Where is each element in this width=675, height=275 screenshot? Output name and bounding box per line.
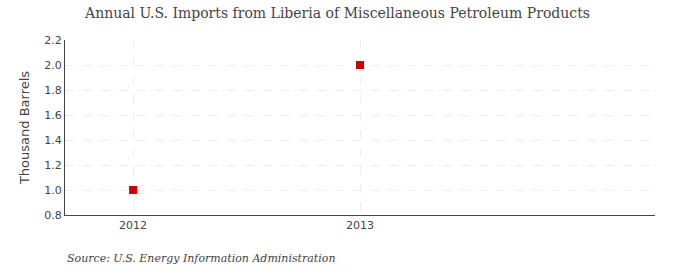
svg-text:Source: U.S. Energy Informatio: Source: U.S. Energy Information Administ…: [67, 252, 335, 265]
svg-text:1.0: 1.0: [44, 184, 62, 197]
svg-text:0.8: 0.8: [44, 209, 62, 222]
svg-text:Thousand Barrels: Thousand Barrels: [17, 71, 32, 185]
svg-text:1.4: 1.4: [44, 134, 62, 147]
svg-text:1.8: 1.8: [44, 84, 62, 97]
svg-text:1.6: 1.6: [44, 109, 62, 122]
svg-text:2.2: 2.2: [44, 34, 62, 47]
svg-text:2013: 2013: [346, 219, 374, 232]
svg-text:2012: 2012: [119, 219, 147, 232]
svg-text:1.2: 1.2: [44, 159, 62, 172]
svg-text:Annual U.S. Imports from Liber: Annual U.S. Imports from Liberia of Misc…: [84, 5, 590, 21]
svg-text:2.0: 2.0: [44, 59, 62, 72]
